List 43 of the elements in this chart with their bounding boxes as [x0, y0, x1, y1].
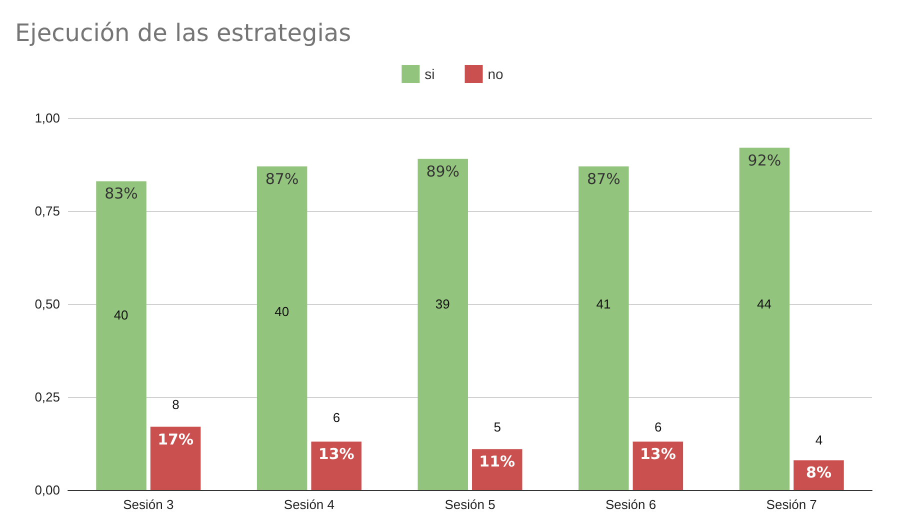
bar [150, 426, 201, 490]
data-label: 13% [318, 445, 354, 464]
annotation: 39 [435, 296, 450, 312]
y-tick-label: 1,00 [34, 110, 60, 126]
data-label: 83% [104, 184, 138, 203]
bar [578, 166, 629, 490]
annotation: 6 [654, 419, 662, 434]
annotation: 44 [757, 296, 772, 312]
bar [472, 449, 522, 490]
data-label: 11% [479, 452, 516, 471]
annotation: 8 [172, 396, 180, 412]
chart-title: Ejecución de las estrategias [15, 19, 352, 47]
data-label: 92% [748, 151, 782, 170]
data-label: 87% [586, 170, 620, 188]
bar [96, 181, 146, 490]
annotation: 40 [114, 308, 128, 323]
data-label: 13% [640, 445, 676, 464]
bar [632, 442, 684, 490]
annotation: 6 [332, 410, 340, 425]
bar [311, 442, 362, 490]
bar [418, 158, 468, 490]
annotation: 4 [815, 432, 823, 448]
y-tick-label: 0,50 [34, 296, 60, 312]
annotation: 41 [596, 296, 611, 312]
y-tick-label: 0,25 [34, 390, 60, 404]
x-tick-label: Sesión 4 [284, 497, 334, 512]
bar [256, 166, 308, 490]
bar [794, 460, 844, 490]
legend-label: si [424, 66, 435, 82]
x-tick-label: Sesión 7 [766, 497, 817, 512]
x-tick-label: Sesión 6 [606, 497, 656, 512]
data-label: 17% [158, 430, 194, 448]
x-tick-label: Sesión 5 [444, 497, 496, 512]
data-label: 8% [806, 464, 832, 482]
bar [739, 148, 790, 490]
data-label: 89% [426, 162, 460, 180]
annotation: 40 [274, 304, 290, 319]
annotation: 5 [494, 419, 501, 434]
x-tick-label: Sesión 3 [123, 497, 174, 512]
data-label: 87% [265, 170, 299, 188]
legend-label: no [488, 66, 504, 82]
y-tick-label: 0,75 [34, 204, 60, 218]
y-tick-label: 0,00 [34, 482, 60, 498]
